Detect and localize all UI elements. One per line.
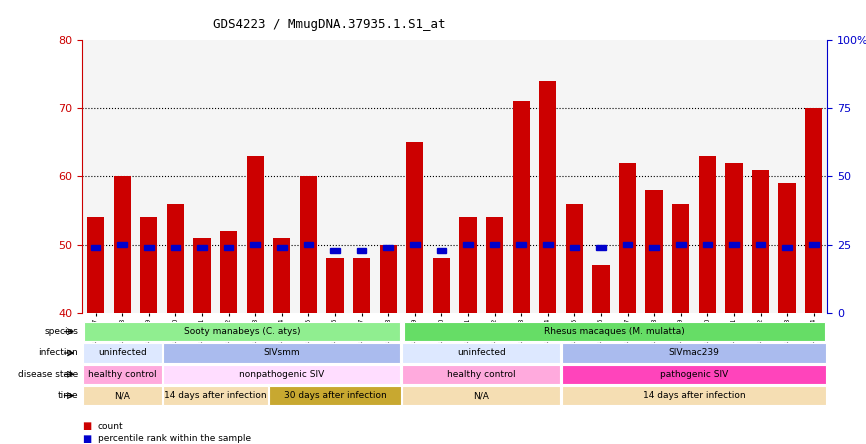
FancyBboxPatch shape <box>82 386 162 405</box>
Bar <box>699 156 716 313</box>
Bar <box>702 242 712 247</box>
Bar <box>650 245 659 250</box>
Text: ■: ■ <box>82 434 92 444</box>
FancyBboxPatch shape <box>163 386 268 405</box>
Bar <box>592 265 610 313</box>
Bar <box>118 242 127 247</box>
Bar <box>729 242 739 247</box>
Text: 14 days after infection: 14 days after infection <box>643 391 746 400</box>
Bar <box>752 170 769 313</box>
Text: nonpathogenic SIV: nonpathogenic SIV <box>239 370 325 379</box>
Text: Sooty manabeys (C. atys): Sooty manabeys (C. atys) <box>184 327 301 336</box>
Bar <box>330 248 339 253</box>
Bar <box>672 204 689 313</box>
FancyBboxPatch shape <box>269 386 401 405</box>
Bar <box>277 245 287 250</box>
Bar <box>113 177 131 313</box>
Bar <box>459 218 476 313</box>
FancyBboxPatch shape <box>562 343 825 363</box>
Bar <box>756 242 766 247</box>
Bar <box>220 231 237 313</box>
FancyBboxPatch shape <box>402 365 560 384</box>
Bar <box>304 242 313 247</box>
Text: pathogenic SIV: pathogenic SIV <box>660 370 728 379</box>
Bar <box>543 242 553 247</box>
Bar <box>91 245 100 250</box>
Bar <box>379 245 397 313</box>
Text: count: count <box>98 422 124 431</box>
Bar <box>357 248 366 253</box>
Bar <box>433 258 450 313</box>
Text: 30 days after infection: 30 days after infection <box>283 391 386 400</box>
FancyBboxPatch shape <box>404 322 825 341</box>
Bar <box>779 183 796 313</box>
Bar <box>197 245 207 250</box>
Bar <box>300 177 317 313</box>
Bar <box>565 204 583 313</box>
Bar <box>410 242 419 247</box>
Bar <box>144 245 153 250</box>
FancyBboxPatch shape <box>164 343 400 363</box>
Text: infection: infection <box>38 349 78 357</box>
Bar <box>223 245 233 250</box>
Text: healthy control: healthy control <box>447 370 515 379</box>
Bar <box>353 258 370 313</box>
Bar <box>676 242 686 247</box>
FancyBboxPatch shape <box>82 365 162 384</box>
Bar <box>809 242 818 247</box>
Bar <box>140 218 158 313</box>
FancyBboxPatch shape <box>562 365 825 384</box>
Text: Rhesus macaques (M. mulatta): Rhesus macaques (M. mulatta) <box>544 327 685 336</box>
Bar <box>619 163 637 313</box>
Text: uninfected: uninfected <box>457 349 506 357</box>
Text: SIVmac239: SIVmac239 <box>669 349 720 357</box>
Text: GDS4223 / MmugDNA.37935.1.S1_at: GDS4223 / MmugDNA.37935.1.S1_at <box>213 18 445 31</box>
Bar <box>513 101 530 313</box>
Bar <box>805 108 823 313</box>
FancyBboxPatch shape <box>164 365 400 384</box>
Bar <box>463 242 473 247</box>
Bar <box>250 242 260 247</box>
Text: N/A: N/A <box>474 391 489 400</box>
FancyBboxPatch shape <box>84 322 400 341</box>
Bar <box>326 258 344 313</box>
Bar <box>193 238 210 313</box>
Bar <box>486 218 503 313</box>
Bar <box>384 245 393 250</box>
Text: uninfected: uninfected <box>98 349 146 357</box>
Bar <box>171 245 180 250</box>
Text: time: time <box>57 391 78 400</box>
Text: percentile rank within the sample: percentile rank within the sample <box>98 434 251 443</box>
Bar <box>596 245 605 250</box>
Bar <box>490 242 500 247</box>
Bar <box>726 163 742 313</box>
Text: SIVsmm: SIVsmm <box>263 349 301 357</box>
Text: N/A: N/A <box>114 391 130 400</box>
Text: disease state: disease state <box>17 370 78 379</box>
Bar <box>623 242 632 247</box>
FancyBboxPatch shape <box>402 343 560 363</box>
Bar <box>87 218 104 313</box>
Bar <box>782 245 792 250</box>
Bar <box>645 190 662 313</box>
Bar <box>436 248 446 253</box>
Bar <box>273 238 290 313</box>
Bar <box>167 204 184 313</box>
Text: 14 days after infection: 14 days after infection <box>164 391 267 400</box>
Bar <box>247 156 264 313</box>
Bar <box>516 242 526 247</box>
FancyBboxPatch shape <box>562 386 825 405</box>
Bar <box>540 81 556 313</box>
Text: ■: ■ <box>82 421 92 431</box>
Bar <box>406 143 423 313</box>
Text: healthy control: healthy control <box>87 370 157 379</box>
Text: species: species <box>44 327 78 336</box>
FancyBboxPatch shape <box>402 386 560 405</box>
FancyBboxPatch shape <box>82 343 162 363</box>
Bar <box>570 245 579 250</box>
